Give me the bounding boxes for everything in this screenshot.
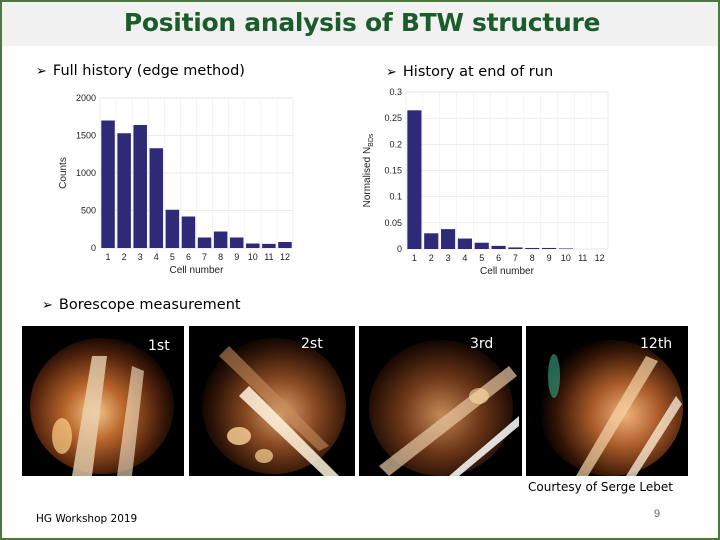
y-axis-label: Normalised NBDs: [362, 133, 375, 207]
x-tick-label: 4: [462, 253, 467, 263]
frame-left: [0, 46, 2, 540]
y-tick-label: 0.05: [384, 218, 402, 228]
frame-bottom: [0, 538, 720, 540]
bar: [491, 245, 506, 249]
photo-label-2: 2st: [301, 336, 323, 352]
footer-workshop: HG Workshop 2019: [36, 513, 138, 525]
bullet-full-history: ➢ Full history (edge method): [36, 63, 245, 79]
x-tick-label: 11: [264, 252, 273, 262]
y-tick-label: 0.2: [389, 139, 402, 149]
bar: [213, 231, 228, 248]
y-tick-label: 0.25: [384, 113, 402, 123]
x-tick-label: 7: [513, 253, 518, 263]
x-tick-label: 7: [202, 252, 207, 262]
x-axis-label: Cell number: [170, 265, 225, 276]
y-tick-label: 1500: [76, 131, 96, 141]
y-tick-label: 1000: [76, 168, 96, 178]
bar: [262, 243, 276, 248]
bar: [181, 216, 196, 248]
x-axis-label: Cell number: [480, 266, 535, 277]
bar: [441, 229, 456, 249]
bar: [525, 247, 540, 249]
bar: [197, 237, 212, 248]
borescope-photo-1: 1st: [22, 326, 184, 476]
x-tick-label: 9: [547, 253, 552, 263]
bar: [246, 243, 260, 248]
x-tick-label: 5: [170, 252, 175, 262]
x-tick-label: 6: [496, 253, 501, 263]
y-axis-label: Counts: [58, 157, 69, 189]
bar: [101, 120, 115, 248]
x-tick-label: 1: [412, 253, 417, 263]
arrow-bullet-icon: ➢: [386, 65, 397, 80]
y-tick-label: 0: [397, 244, 402, 254]
frame-right: [718, 46, 720, 540]
arrow-bullet-icon: ➢: [36, 64, 47, 79]
bullet-full-history-text: Full history (edge method): [52, 63, 245, 79]
bar: [457, 238, 472, 249]
photo-label-4: 12th: [640, 336, 673, 352]
y-tick-label: 0.1: [389, 192, 402, 202]
borescope-image-1: [30, 338, 174, 476]
page-number: 9: [654, 508, 661, 520]
photo-label-1: 1st: [148, 338, 170, 354]
x-tick-label: 10: [561, 253, 571, 263]
bar: [165, 209, 180, 248]
x-tick-label: 10: [248, 252, 258, 262]
x-tick-label: 1: [106, 252, 111, 262]
bullet-end-of-run-text: History at end of run: [402, 64, 554, 80]
bar: [278, 242, 292, 248]
bar: [542, 247, 557, 249]
x-tick-label: 2: [122, 252, 127, 262]
x-tick-label: 11: [578, 253, 587, 263]
x-tick-label: 3: [446, 253, 451, 263]
y-tick-label: 0: [91, 243, 96, 253]
x-tick-label: 6: [186, 252, 191, 262]
bar: [407, 110, 422, 249]
bar: [117, 133, 131, 248]
borescope-image-3: [369, 340, 519, 476]
bar: [508, 247, 523, 249]
y-tick-label: 2000: [76, 93, 96, 103]
borescope-image-4: [539, 340, 683, 476]
x-tick-label: 12: [595, 253, 605, 263]
photo-label-3: 3rd: [470, 336, 494, 352]
arrow-bullet-icon: ➢: [42, 298, 53, 313]
courtesy-note: Courtesy of Serge Lebet: [528, 480, 673, 494]
borescope-photo-2: 2st: [189, 326, 355, 476]
borescope-photo-3: 3rd: [359, 326, 522, 476]
slide-title: Position analysis of BTW structure: [123, 8, 601, 37]
y-tick-label: 0.3: [389, 87, 402, 97]
x-tick-label: 4: [154, 252, 159, 262]
bullet-end-of-run: ➢ History at end of run: [386, 64, 553, 80]
bullet-borescope-text: Borescope measurement: [58, 297, 241, 313]
x-tick-label: 8: [530, 253, 535, 263]
bar: [558, 248, 573, 249]
x-tick-label: 3: [138, 252, 143, 262]
bar: [474, 242, 489, 249]
chart-end-of-run: 00.050.10.150.20.250.31 2 3 4 5 6 7 8 9 10 11 12Cel…: [362, 87, 609, 277]
bar: [133, 125, 147, 248]
borescope-photo-4: 12th: [526, 326, 688, 476]
y-tick-label: 500: [81, 206, 96, 216]
x-tick-label: 8: [218, 252, 223, 262]
x-tick-label: 5: [479, 253, 484, 263]
x-tick-label: 9: [234, 252, 239, 262]
title-bar: Position analysis of BTW structure: [0, 0, 720, 46]
x-tick-label: 2: [429, 253, 434, 263]
x-tick-label: 12: [280, 252, 290, 262]
bar: [149, 148, 164, 248]
borescope-image-2: [202, 338, 346, 476]
bar: [229, 237, 244, 248]
bar: [424, 233, 439, 249]
bullet-borescope: ➢ Borescope measurement: [42, 297, 241, 313]
y-tick-label: 0.15: [384, 166, 402, 176]
